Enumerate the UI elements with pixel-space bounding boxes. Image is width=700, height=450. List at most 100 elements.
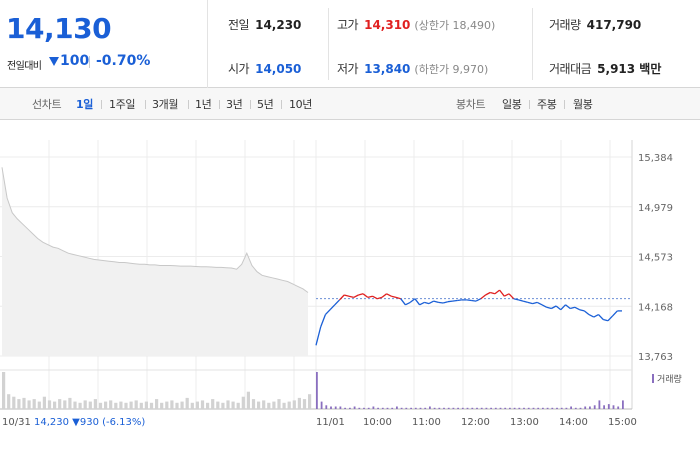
volume-bar <box>170 400 174 409</box>
volume-bar <box>277 399 281 409</box>
volume-bar <box>480 407 483 409</box>
stat-sub: (상한가 18,490) <box>414 19 496 32</box>
volume-bar <box>2 372 6 409</box>
volume-bar <box>68 397 72 409</box>
volume-bar <box>17 399 21 409</box>
tab-10y[interactable]: 10년 <box>289 98 312 111</box>
volume-bar <box>124 402 128 409</box>
tab-1w[interactable]: 1주일 <box>109 98 136 111</box>
candle-chart-label: 봉차트 <box>456 98 486 111</box>
change-label: 전일대비 <box>7 61 42 72</box>
volume-bar <box>400 407 403 409</box>
y-tick-label: 15,384 <box>638 153 673 164</box>
tab-5y[interactable]: 5년 <box>257 98 274 111</box>
volume-bar <box>246 391 250 409</box>
tab-divider <box>101 100 102 109</box>
stat-label: 거래량 <box>549 18 581 32</box>
y-tick-label: 14,979 <box>638 203 673 214</box>
tab-weekly[interactable]: 주봉 <box>537 98 557 111</box>
today-price-segment <box>555 305 562 311</box>
today-price-segment <box>447 300 453 303</box>
today-price-segment <box>593 314 599 318</box>
today-price-segment <box>377 296 383 300</box>
stat-value: 5,913 백만 <box>597 62 662 76</box>
volume-bar <box>556 407 558 409</box>
volume-bar <box>262 400 266 409</box>
volume-bar <box>433 407 436 409</box>
tab-monthly[interactable]: 월봉 <box>573 98 593 111</box>
today-price-segment <box>532 301 538 305</box>
today-price-segment <box>419 301 425 306</box>
volume-bar <box>466 407 469 409</box>
today-price-segment <box>358 293 364 296</box>
volume-bar <box>292 400 296 409</box>
volume-bar <box>410 407 412 409</box>
today-price-segment <box>381 293 387 298</box>
tab-daily[interactable]: 일봉 <box>502 98 522 111</box>
today-price-segment <box>508 293 515 300</box>
today-price-segment <box>598 314 604 320</box>
today-price-segment <box>471 299 477 302</box>
volume-bar <box>546 407 549 409</box>
today-price-segment <box>475 298 482 302</box>
volume-bar <box>490 407 492 409</box>
volume-bar <box>551 407 554 409</box>
today-price-segment <box>607 315 614 322</box>
stat-label: 전일 <box>228 18 250 32</box>
volume-bar <box>372 406 375 409</box>
volume-bar <box>165 401 169 409</box>
stat-value: 14,050 <box>255 62 302 76</box>
volume-bar <box>78 402 82 409</box>
volume-bar <box>302 399 307 409</box>
volume-bar <box>579 407 582 409</box>
volume-bar <box>88 401 92 409</box>
tab-3m[interactable]: 3개월 <box>152 98 179 111</box>
tab-divider <box>281 100 282 109</box>
volume-bar <box>570 406 572 409</box>
volume-bar <box>584 406 587 409</box>
volume-bar <box>320 401 323 409</box>
today-price-segment <box>499 289 505 297</box>
volume-bar <box>251 399 256 409</box>
x-tick-label: 14:00 <box>559 417 588 428</box>
volume-bar <box>139 402 143 409</box>
today-price-segment <box>424 301 430 305</box>
today-price-segment <box>541 304 548 308</box>
prev-day-line <box>1 167 309 293</box>
volume-bar <box>476 407 478 409</box>
tab-1y[interactable]: 1년 <box>195 98 212 111</box>
volume-bar <box>527 407 530 409</box>
volume-bar <box>349 407 351 409</box>
volume-bar <box>414 407 417 409</box>
volume-bar <box>47 400 52 409</box>
stat-low: 저가 13,840 (하한가 9,970) <box>337 60 488 77</box>
stat-label: 고가 <box>337 18 359 32</box>
today-price-segment <box>537 301 543 306</box>
today-price-segment <box>603 318 609 322</box>
volume-bar <box>358 407 361 409</box>
volume-bar <box>267 402 271 409</box>
today-price-segment <box>452 299 458 302</box>
volume-bar <box>518 407 521 409</box>
volume-bar <box>429 406 431 409</box>
today-price-segment <box>391 295 397 299</box>
volume-bar <box>344 407 346 409</box>
volume-bar <box>7 394 11 409</box>
volume-bar <box>537 407 540 409</box>
volume-bar <box>190 402 194 409</box>
volume-bar <box>367 407 370 409</box>
tab-divider <box>219 100 220 109</box>
today-price-segment <box>348 295 354 299</box>
today-price-segment <box>353 294 359 298</box>
today-price-segment <box>334 299 340 306</box>
volume-bar <box>114 402 118 409</box>
volume-bar <box>175 402 179 409</box>
tab-1d[interactable]: 1일 <box>76 98 93 111</box>
tab-3y[interactable]: 3년 <box>226 98 243 111</box>
volume-bar <box>325 405 328 409</box>
volume-bar <box>272 401 276 409</box>
volume-bar <box>231 401 235 409</box>
prev-day-change-note: 14,230 ▼930 (-6.13%) <box>34 417 145 428</box>
volume-bar <box>109 400 113 409</box>
change-value: 100 <box>60 53 90 69</box>
